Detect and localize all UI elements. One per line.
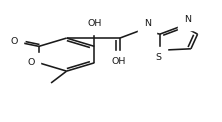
Text: O: O xyxy=(28,58,35,67)
Text: S: S xyxy=(156,53,162,62)
Text: OH: OH xyxy=(112,57,126,66)
Text: N: N xyxy=(144,19,151,28)
Text: N: N xyxy=(184,15,191,24)
Text: OH: OH xyxy=(87,19,101,28)
Text: O: O xyxy=(10,37,18,46)
